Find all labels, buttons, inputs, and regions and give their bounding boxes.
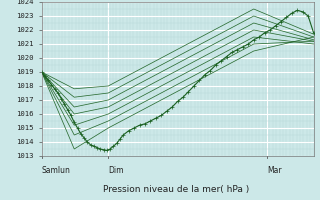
Text: Samlun: Samlun bbox=[42, 166, 70, 175]
Text: Dim: Dim bbox=[108, 166, 124, 175]
Text: Pression niveau de la mer( hPa ): Pression niveau de la mer( hPa ) bbox=[103, 185, 249, 194]
Text: Mar: Mar bbox=[268, 166, 282, 175]
